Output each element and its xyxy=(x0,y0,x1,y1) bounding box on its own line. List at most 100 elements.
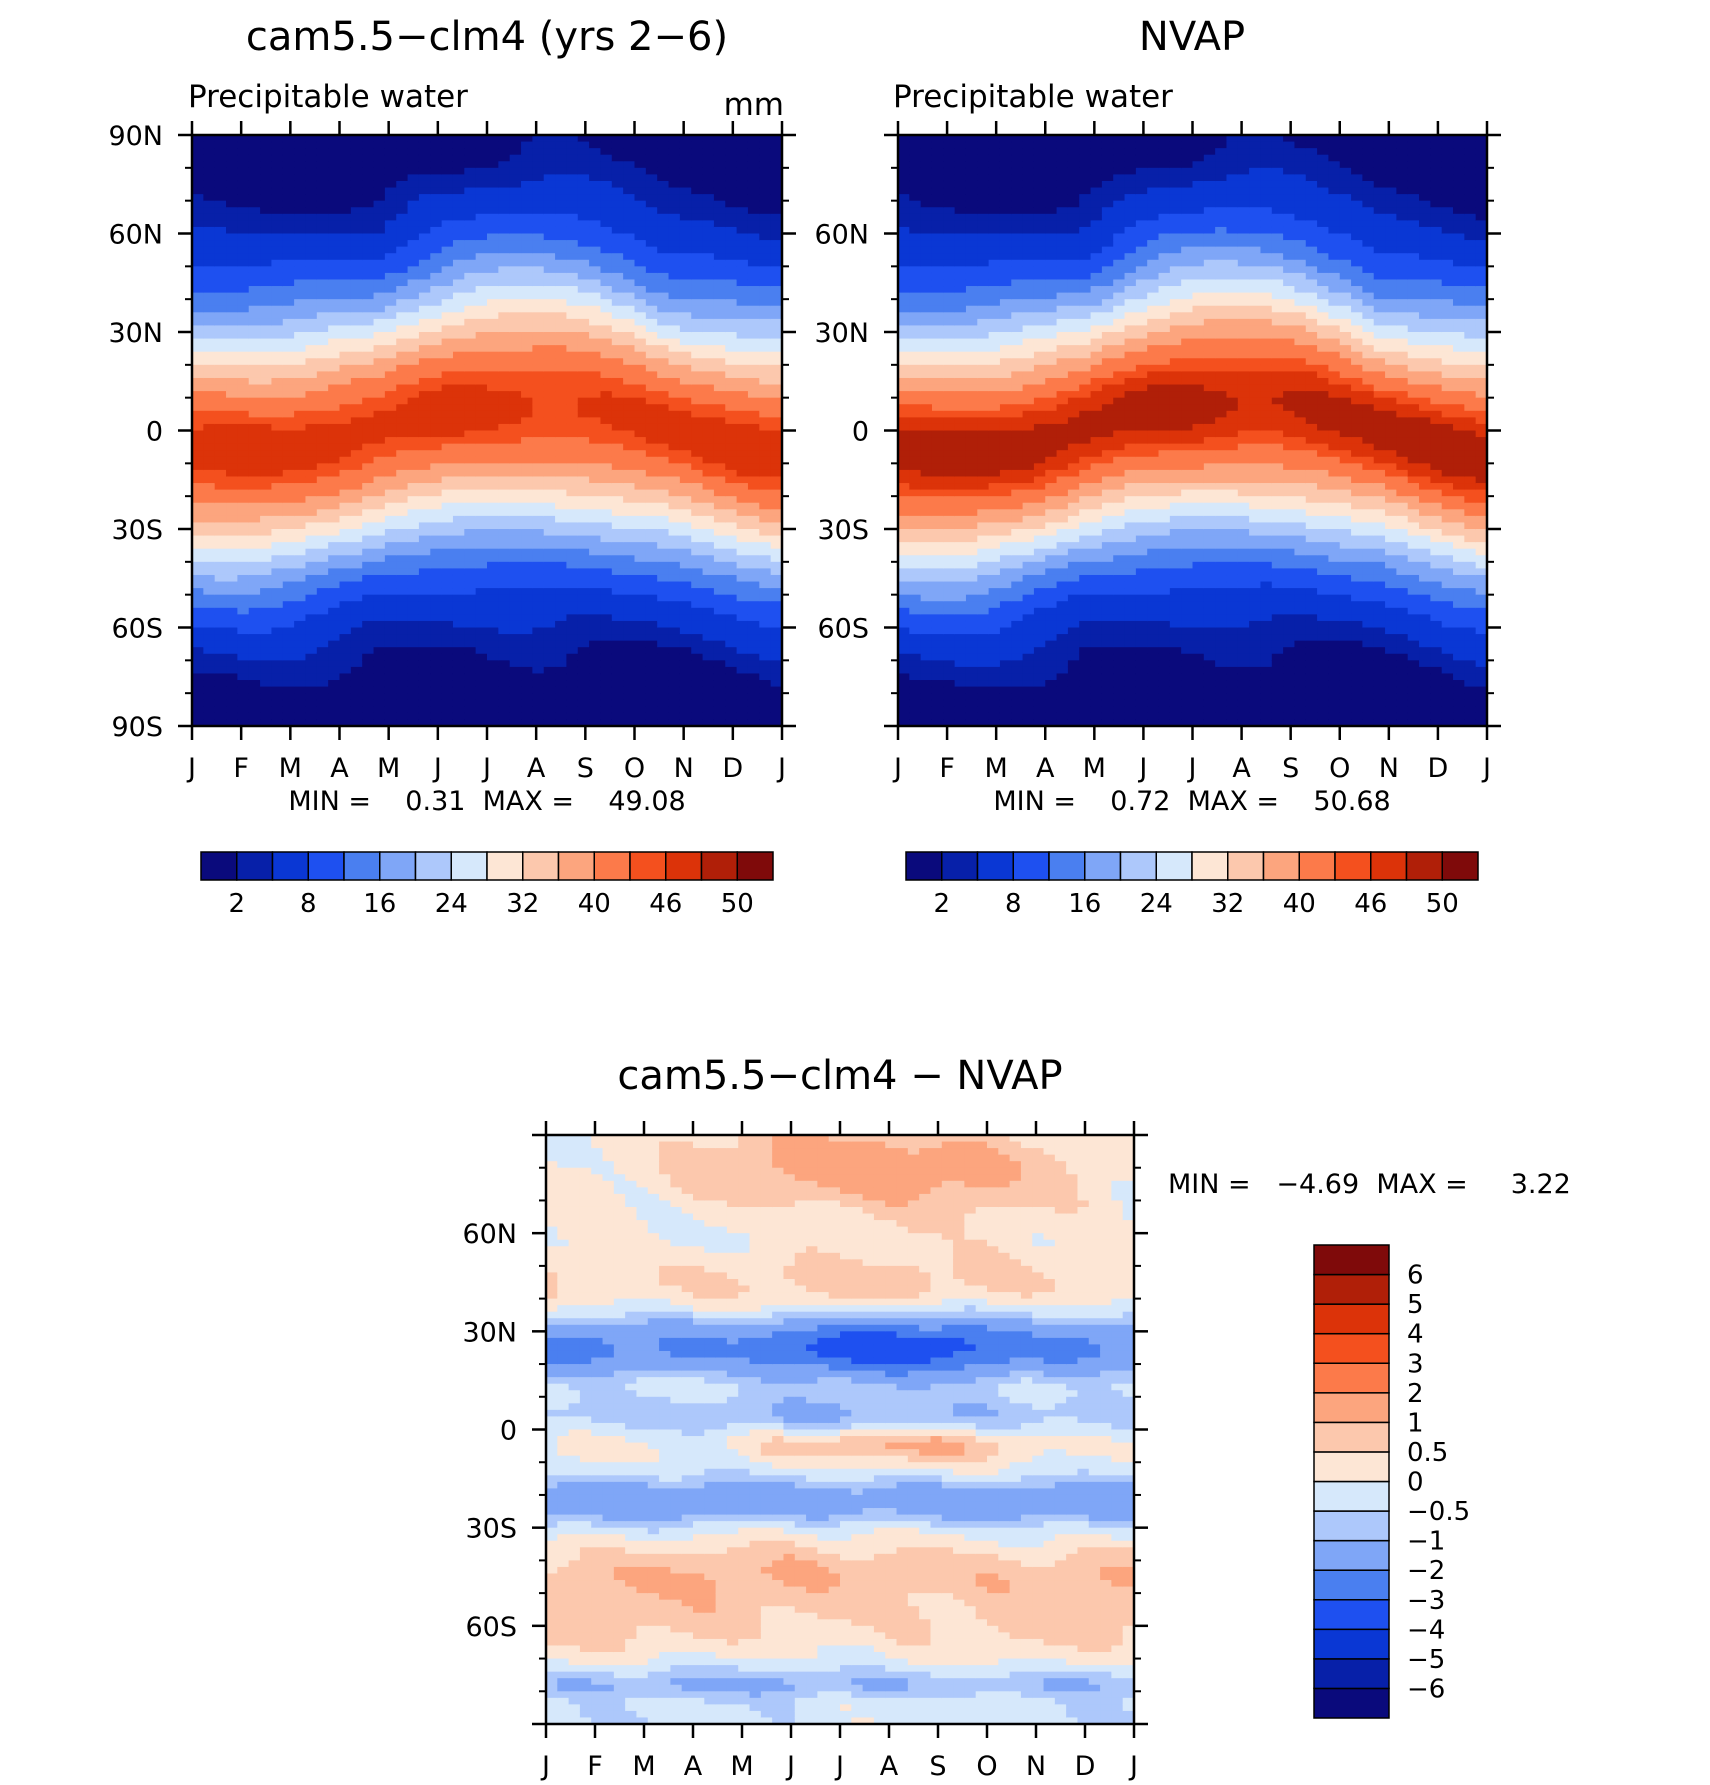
heatmap-cell xyxy=(691,180,704,189)
colorbar-box xyxy=(593,851,631,881)
heatmap-cell xyxy=(203,167,216,175)
heatmap-cell xyxy=(634,509,647,517)
heatmap-cell xyxy=(532,463,545,471)
heatmap-cell xyxy=(305,213,318,221)
heatmap-cell xyxy=(328,627,341,635)
heatmap-cell xyxy=(260,286,273,294)
heatmap-cell xyxy=(373,417,386,425)
heatmap-cell xyxy=(509,443,522,451)
heatmap-cell xyxy=(464,673,477,681)
heatmap-cell xyxy=(452,135,465,143)
heatmap-cell xyxy=(645,141,658,149)
heatmap-cell xyxy=(623,588,636,596)
heatmap-cell xyxy=(543,135,556,143)
heatmap-cell xyxy=(430,647,443,655)
heatmap-cell xyxy=(509,200,522,208)
heatmap-cell xyxy=(294,358,307,366)
heatmap-cell xyxy=(294,712,307,721)
heatmap-cell xyxy=(521,233,533,241)
heatmap-cell xyxy=(759,614,772,622)
heatmap-cell xyxy=(260,351,273,359)
heatmap-cell xyxy=(702,555,715,563)
heatmap-cell xyxy=(214,706,227,714)
heatmap-cell xyxy=(909,259,922,267)
heatmap-cell xyxy=(509,141,522,149)
heatmap-cell xyxy=(305,489,318,497)
heatmap-cell xyxy=(611,699,624,707)
heatmap-cell xyxy=(373,332,386,340)
heatmap-cell xyxy=(362,305,375,313)
heatmap-cell xyxy=(555,529,568,537)
heatmap-cell xyxy=(657,410,670,418)
heatmap-cell xyxy=(566,469,579,478)
heatmap-cell xyxy=(328,259,341,267)
heatmap-cell xyxy=(396,719,409,727)
heatmap-cell xyxy=(679,476,692,484)
heatmap-cell xyxy=(543,194,556,202)
heatmap-cell xyxy=(577,463,590,471)
heatmap-cell xyxy=(237,574,250,583)
heatmap-cell xyxy=(759,699,772,707)
heatmap-cell xyxy=(384,358,397,366)
heatmap-cell xyxy=(600,535,613,543)
heatmap-cell xyxy=(282,489,295,497)
heatmap-cell xyxy=(237,443,250,451)
heatmap-cell xyxy=(441,371,454,379)
heatmap-cell xyxy=(679,417,692,425)
heatmap-cell xyxy=(350,555,363,563)
heatmap-cell xyxy=(611,581,624,589)
heatmap-cell xyxy=(532,469,545,478)
heatmap-cell xyxy=(577,660,590,668)
heatmap-cell xyxy=(759,358,772,366)
heatmap-cell xyxy=(362,456,375,464)
heatmap-cell xyxy=(328,529,341,537)
heatmap-cell xyxy=(328,509,341,517)
heatmap-cell xyxy=(418,358,431,366)
heatmap-cell xyxy=(203,397,216,405)
heatmap-cell xyxy=(759,226,772,235)
heatmap-cell xyxy=(611,607,624,615)
heatmap-cell xyxy=(566,266,579,274)
heatmap-cell xyxy=(294,522,307,530)
heatmap-cell xyxy=(623,483,636,491)
heatmap-cell xyxy=(645,699,658,707)
heatmap-cell xyxy=(898,351,910,359)
heatmap-cell xyxy=(736,529,749,537)
heatmap-cell xyxy=(350,653,363,661)
heatmap-cell xyxy=(407,358,420,366)
heatmap-cell xyxy=(192,640,204,648)
heatmap-cell xyxy=(362,404,375,412)
heatmap-cell xyxy=(759,456,772,464)
heatmap-cell xyxy=(294,351,307,359)
heatmap-cell xyxy=(747,666,760,675)
heatmap-cell xyxy=(668,292,681,300)
heatmap-cell xyxy=(350,469,363,478)
heatmap-cell xyxy=(759,253,772,261)
heatmap-cell xyxy=(226,174,238,182)
heatmap-cell xyxy=(328,364,341,372)
heatmap-cell xyxy=(645,299,658,307)
heatmap-cell xyxy=(702,699,715,707)
heatmap-cell xyxy=(384,574,397,583)
heatmap-cell xyxy=(589,292,602,300)
heatmap-cell xyxy=(498,312,511,320)
heatmap-cell xyxy=(668,148,681,156)
heatmap-cell xyxy=(713,483,726,491)
heatmap-cell xyxy=(328,404,341,412)
heatmap-cell xyxy=(600,259,613,267)
heatmap-cell xyxy=(339,509,352,517)
heatmap-cell xyxy=(600,299,613,307)
heatmap-cell xyxy=(589,588,602,596)
heatmap-cell xyxy=(668,279,681,287)
heatmap-cell xyxy=(657,712,670,721)
heatmap-cell xyxy=(464,581,477,589)
heatmap-cell xyxy=(566,666,579,675)
heatmap-cell xyxy=(668,358,681,366)
heatmap-cell xyxy=(691,535,704,543)
heatmap-cell xyxy=(464,515,477,524)
heatmap-cell xyxy=(657,509,670,517)
heatmap-cell xyxy=(418,719,431,727)
heatmap-cell xyxy=(759,299,772,307)
heatmap-cell xyxy=(909,660,922,668)
heatmap-cell xyxy=(203,588,216,596)
